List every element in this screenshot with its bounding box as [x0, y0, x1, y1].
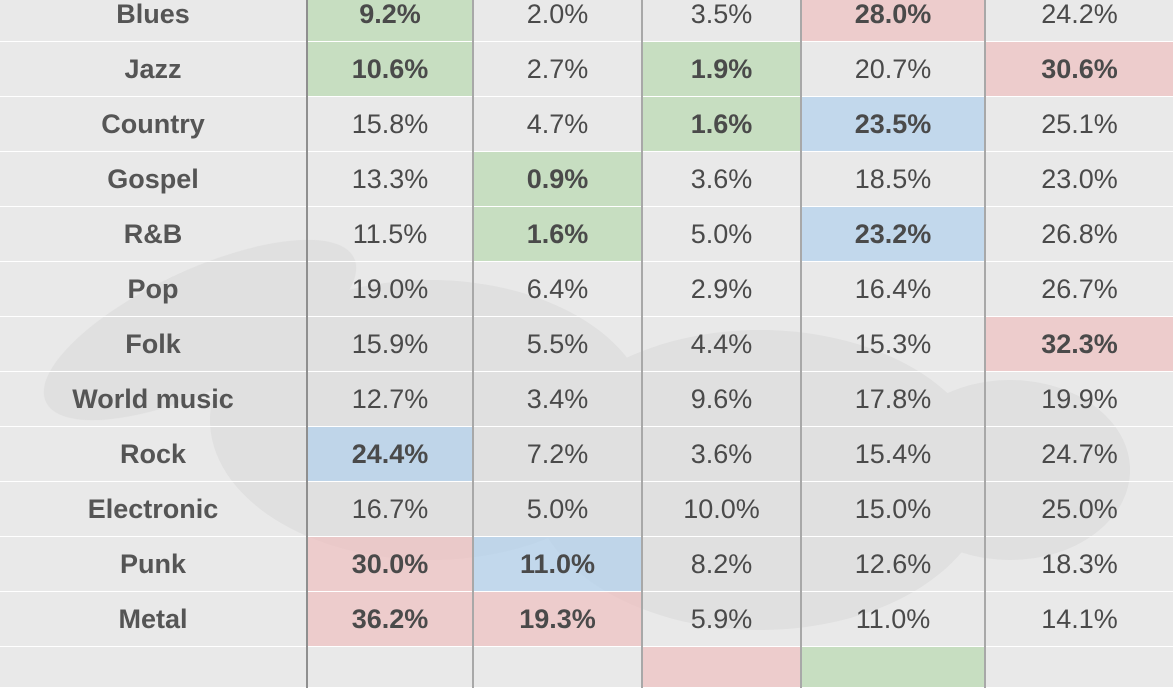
table-row: Punk 30.0% 11.0% 8.2% 12.6% 18.3% [0, 536, 1173, 592]
percentage-cell: 15.9% [307, 316, 474, 372]
percentage-cell: 24.2% [985, 0, 1173, 42]
percentage-cell: 10.0% [642, 481, 802, 537]
percentage-cell: 16.4% [801, 261, 986, 317]
table-row: Pop 19.0% 6.4% 2.9% 16.4% 26.7% [0, 261, 1173, 317]
genre-label: Metal [0, 591, 308, 647]
genre-label: Jazz [0, 41, 308, 97]
table-row-partial [0, 646, 1173, 688]
percentage-cell: 3.6% [642, 151, 802, 207]
percentage-cell: 32.3% [985, 316, 1173, 372]
percentage-cell: 17.8% [801, 371, 986, 427]
percentage-cell: 25.0% [985, 481, 1173, 537]
percentage-cell: 11.0% [473, 536, 643, 592]
percentage-cell: 5.5% [473, 316, 643, 372]
table-row: R&B 11.5% 1.6% 5.0% 23.2% 26.8% [0, 206, 1173, 262]
percentage-cell: 1.6% [642, 96, 802, 152]
genre-label [0, 646, 308, 688]
percentage-cell [801, 646, 986, 688]
percentage-cell: 23.5% [801, 96, 986, 152]
percentage-cell: 5.0% [473, 481, 643, 537]
table-row: Folk 15.9% 5.5% 4.4% 15.3% 32.3% [0, 316, 1173, 372]
table-row: Jazz 10.6% 2.7% 1.9% 20.7% 30.6% [0, 41, 1173, 97]
percentage-cell [473, 646, 643, 688]
percentage-cell: 0.9% [473, 151, 643, 207]
percentage-cell: 1.9% [642, 41, 802, 97]
percentage-cell: 19.3% [473, 591, 643, 647]
percentage-cell: 24.4% [307, 426, 474, 482]
table-row: World music 12.7% 3.4% 9.6% 17.8% 19.9% [0, 371, 1173, 427]
table-row: Country 15.8% 4.7% 1.6% 23.5% 25.1% [0, 96, 1173, 152]
percentage-cell [307, 646, 474, 688]
percentage-cell: 5.0% [642, 206, 802, 262]
genre-label: Blues [0, 0, 308, 42]
genre-label: World music [0, 371, 308, 427]
percentage-cell: 5.9% [642, 591, 802, 647]
percentage-cell: 18.3% [985, 536, 1173, 592]
percentage-cell: 14.1% [985, 591, 1173, 647]
table-row: Rock 24.4% 7.2% 3.6% 15.4% 24.7% [0, 426, 1173, 482]
percentage-cell: 12.7% [307, 371, 474, 427]
percentage-cell: 23.2% [801, 206, 986, 262]
percentage-cell: 1.6% [473, 206, 643, 262]
percentage-cell: 15.8% [307, 96, 474, 152]
genre-label: Electronic [0, 481, 308, 537]
percentage-cell: 9.2% [307, 0, 474, 42]
percentage-cell: 9.6% [642, 371, 802, 427]
percentage-cell: 10.6% [307, 41, 474, 97]
percentage-cell: 11.0% [801, 591, 986, 647]
percentage-cell [642, 646, 802, 688]
percentage-cell: 6.4% [473, 261, 643, 317]
table-row: Electronic 16.7% 5.0% 10.0% 15.0% 25.0% [0, 481, 1173, 537]
percentage-cell [985, 646, 1173, 688]
percentage-cell: 24.7% [985, 426, 1173, 482]
percentage-cell: 16.7% [307, 481, 474, 537]
percentage-cell: 2.0% [473, 0, 643, 42]
table-row: Blues 9.2% 2.0% 3.5% 28.0% 24.2% [0, 0, 1173, 42]
percentage-cell: 3.4% [473, 371, 643, 427]
genre-label: Folk [0, 316, 308, 372]
percentage-cell: 18.5% [801, 151, 986, 207]
table-row: Metal 36.2% 19.3% 5.9% 11.0% 14.1% [0, 591, 1173, 647]
percentage-cell: 7.2% [473, 426, 643, 482]
percentage-cell: 28.0% [801, 0, 986, 42]
percentage-cell: 30.6% [985, 41, 1173, 97]
genre-label: Pop [0, 261, 308, 317]
genre-label: Gospel [0, 151, 308, 207]
percentage-cell: 19.0% [307, 261, 474, 317]
percentage-cell: 2.9% [642, 261, 802, 317]
percentage-cell: 13.3% [307, 151, 474, 207]
percentage-cell: 3.5% [642, 0, 802, 42]
genre-label: R&B [0, 206, 308, 262]
percentage-cell: 36.2% [307, 591, 474, 647]
percentage-cell: 15.4% [801, 426, 986, 482]
percentage-cell: 23.0% [985, 151, 1173, 207]
table-row: Gospel 13.3% 0.9% 3.6% 18.5% 23.0% [0, 151, 1173, 207]
percentage-cell: 8.2% [642, 536, 802, 592]
percentage-cell: 15.3% [801, 316, 986, 372]
genre-label: Country [0, 96, 308, 152]
percentage-cell: 3.6% [642, 426, 802, 482]
percentage-cell: 4.7% [473, 96, 643, 152]
percentage-cell: 11.5% [307, 206, 474, 262]
percentage-cell: 15.0% [801, 481, 986, 537]
genre-label: Punk [0, 536, 308, 592]
percentage-cell: 19.9% [985, 371, 1173, 427]
percentage-cell: 4.4% [642, 316, 802, 372]
genre-label: Rock [0, 426, 308, 482]
percentage-cell: 12.6% [801, 536, 986, 592]
percentage-cell: 26.8% [985, 206, 1173, 262]
percentage-cell: 20.7% [801, 41, 986, 97]
percentage-cell: 26.7% [985, 261, 1173, 317]
percentage-cell: 2.7% [473, 41, 643, 97]
percentage-cell: 25.1% [985, 96, 1173, 152]
percentage-cell: 30.0% [307, 536, 474, 592]
